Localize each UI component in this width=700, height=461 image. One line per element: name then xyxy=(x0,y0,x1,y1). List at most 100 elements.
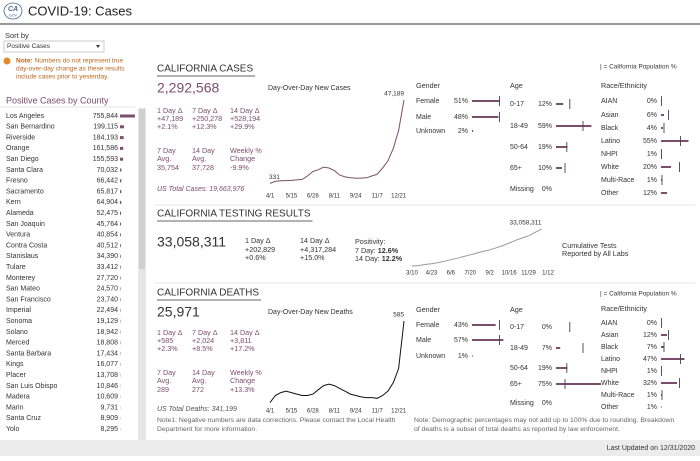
demo-pct: 0% xyxy=(647,98,657,105)
demo-bar xyxy=(556,383,601,385)
x-tick-label: 6/28 xyxy=(307,409,319,415)
county-name: Merced xyxy=(6,340,29,347)
demo-name: Missing xyxy=(510,400,534,407)
demo-name: Asian xyxy=(601,112,619,119)
demo-name: Unknown xyxy=(416,128,445,135)
county-value: 23,740 xyxy=(97,296,119,303)
demo-pct: 19% xyxy=(538,365,552,372)
demo-name: 50-64 xyxy=(510,365,528,372)
demo-pct: 6% xyxy=(647,112,657,119)
county-name: Yolo xyxy=(6,426,19,433)
avg-value: 272 xyxy=(192,385,204,394)
county-bar xyxy=(120,190,121,193)
demo-pct: 48% xyxy=(454,114,468,121)
demo-pct: 1% xyxy=(647,392,657,399)
note-text: of deaths is a subset of total deaths as… xyxy=(414,426,620,433)
note-text: include cases prior to yesterday. xyxy=(16,74,109,81)
county-name: Santa Barbara xyxy=(6,350,51,357)
change-label: 1 Day Δ xyxy=(245,236,271,245)
demo-name: 65+ xyxy=(510,165,522,172)
demo-bar xyxy=(661,127,663,129)
note-text: Department for more information. xyxy=(157,426,257,433)
demo-name: Female xyxy=(416,98,439,105)
total: 25,971 xyxy=(157,304,200,320)
demo-pct: 59% xyxy=(538,123,552,130)
demo-name: Black xyxy=(601,344,619,351)
demo-bar xyxy=(472,130,473,132)
x-tick-label: 6/6 xyxy=(447,271,456,277)
x-tick-label: 8/11 xyxy=(329,194,341,200)
county-bar xyxy=(120,147,123,150)
demo-name: Black xyxy=(601,125,619,132)
sort-label: Sort by xyxy=(5,31,29,40)
county-name: Stanislaus xyxy=(6,253,39,260)
change-pct: +8.5% xyxy=(192,344,213,353)
county-name: San Francisco xyxy=(6,296,51,303)
demo-name: Latino xyxy=(601,138,620,145)
demo-name: 18-49 xyxy=(510,123,528,130)
demo-title: Age xyxy=(510,81,523,90)
chart-title: Day-Over-Day New Deaths xyxy=(268,309,353,316)
county-name: Monterey xyxy=(6,275,36,282)
avg-value: 35,754 xyxy=(157,163,179,172)
x-tick-label: 8/11 xyxy=(329,409,341,415)
county-value: 755,844 xyxy=(93,113,118,120)
demo-bar xyxy=(472,324,496,326)
demo-name: Multi-Race xyxy=(601,392,635,399)
avg-label: Avg. xyxy=(157,376,171,385)
demo-name: Multi-Race xyxy=(601,177,635,184)
x-tick-label: 5/15 xyxy=(286,194,298,200)
county-name: Solano xyxy=(6,329,28,336)
demo-pct: 1% xyxy=(647,368,657,375)
demo-pct: 12% xyxy=(643,190,657,197)
demo-pct: 43% xyxy=(454,322,468,329)
county-bar xyxy=(120,244,121,247)
us-total: US Total Deaths: 341,199 xyxy=(157,406,237,413)
demo-pct: 7% xyxy=(647,344,657,351)
list-title: Positive Cases by County xyxy=(6,95,109,105)
note-lead: Note: xyxy=(16,58,33,65)
x-tick-label: 4/1 xyxy=(266,194,275,200)
demo-bar xyxy=(661,192,667,194)
demo-name: NHPI xyxy=(601,368,618,375)
demo-bar xyxy=(472,100,500,102)
demo-pct: 0% xyxy=(542,400,552,407)
x-tick-label: 9/24 xyxy=(350,409,362,415)
demo-bar xyxy=(661,166,671,168)
avg-value: 37,728 xyxy=(192,163,214,172)
demo-bar xyxy=(661,382,677,384)
x-tick-label: 9/24 xyxy=(350,194,362,200)
note-text: Note: Demographic percentages may not ad… xyxy=(414,417,675,424)
county-value: 64,904 xyxy=(97,199,119,206)
county-value: 33,412 xyxy=(97,264,119,271)
county-name: Santa Cruz xyxy=(6,415,42,422)
change-pct: +2.1% xyxy=(157,122,178,131)
county-value: 19,129 xyxy=(97,318,119,325)
avg-label: Avg. xyxy=(192,154,206,163)
county-bar xyxy=(120,212,121,215)
county-name: San Joaquin xyxy=(6,221,45,228)
x-tick-label: 9/2 xyxy=(486,271,495,277)
county-value: 155,593 xyxy=(93,156,118,163)
county-name: Alameda xyxy=(6,210,34,217)
note-text: day-over-day change as these results xyxy=(16,66,125,73)
county-name: Santa Clara xyxy=(6,167,43,174)
county-bar xyxy=(120,115,135,118)
section-heading: CALIFORNIA DEATHS xyxy=(157,288,259,299)
scroll-thumb[interactable] xyxy=(139,109,145,269)
demo-bar xyxy=(472,116,498,118)
x-tick-label: 6/28 xyxy=(307,194,319,200)
demo-bar xyxy=(556,125,591,127)
avg-value: -9.9% xyxy=(230,163,249,172)
county-value: 65,817 xyxy=(97,188,119,195)
demo-name: Male xyxy=(416,114,431,121)
note-text: Numbers do not represent true xyxy=(35,58,124,65)
avg-label: Change xyxy=(230,376,255,385)
value-label: 33,058,311 xyxy=(509,220,541,227)
change-pct: +17.2% xyxy=(230,344,255,353)
county-name: Kings xyxy=(6,361,24,368)
county-name: Imperial xyxy=(6,307,31,314)
county-value: 16,077 xyxy=(97,361,119,368)
x-tick-label: 10/16 xyxy=(502,271,518,277)
value-label: 585 xyxy=(393,312,404,319)
